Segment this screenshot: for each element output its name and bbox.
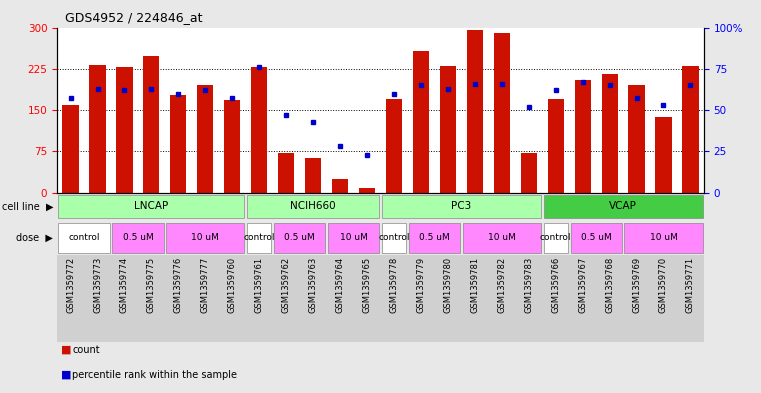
Bar bbox=[247, 195, 379, 218]
Text: GSM1359765: GSM1359765 bbox=[362, 257, 371, 313]
Bar bbox=[683, 66, 699, 193]
Bar bbox=[143, 56, 160, 193]
Bar bbox=[543, 195, 702, 218]
Text: 10 uM: 10 uM bbox=[191, 233, 219, 242]
Text: PC3: PC3 bbox=[451, 201, 472, 211]
Text: GSM1359763: GSM1359763 bbox=[309, 257, 317, 314]
Text: ■: ■ bbox=[61, 345, 72, 354]
Text: 10 uM: 10 uM bbox=[339, 233, 368, 242]
Text: GDS4952 / 224846_at: GDS4952 / 224846_at bbox=[65, 11, 202, 24]
Text: GSM1359781: GSM1359781 bbox=[470, 257, 479, 313]
Text: GSM1359761: GSM1359761 bbox=[255, 257, 264, 313]
Bar bbox=[332, 179, 348, 193]
Bar bbox=[274, 223, 325, 253]
Bar bbox=[113, 223, 164, 253]
Text: GSM1359771: GSM1359771 bbox=[686, 257, 695, 313]
Text: control: control bbox=[244, 233, 275, 242]
Bar bbox=[166, 223, 244, 253]
Bar bbox=[382, 223, 406, 253]
Text: GSM1359780: GSM1359780 bbox=[444, 257, 452, 313]
Text: control: control bbox=[378, 233, 409, 242]
Bar bbox=[463, 223, 541, 253]
Text: LNCAP: LNCAP bbox=[134, 201, 168, 211]
Text: GSM1359782: GSM1359782 bbox=[497, 257, 506, 313]
Bar bbox=[278, 153, 295, 193]
Bar bbox=[170, 95, 186, 193]
Bar bbox=[59, 195, 244, 218]
Bar bbox=[629, 85, 645, 193]
Text: count: count bbox=[72, 345, 100, 354]
Bar bbox=[494, 33, 510, 193]
Bar bbox=[90, 65, 106, 193]
Text: GSM1359767: GSM1359767 bbox=[578, 257, 587, 314]
Text: ■: ■ bbox=[61, 370, 72, 380]
Text: 10 uM: 10 uM bbox=[488, 233, 516, 242]
Text: VCAP: VCAP bbox=[609, 201, 637, 211]
Bar bbox=[359, 188, 375, 193]
Bar bbox=[548, 99, 564, 193]
Text: GSM1359775: GSM1359775 bbox=[147, 257, 156, 313]
Bar bbox=[601, 74, 618, 193]
Bar bbox=[328, 223, 379, 253]
Text: control: control bbox=[68, 233, 100, 242]
Bar bbox=[412, 51, 429, 193]
Text: GSM1359776: GSM1359776 bbox=[174, 257, 183, 314]
Text: GSM1359762: GSM1359762 bbox=[282, 257, 291, 313]
Text: GSM1359777: GSM1359777 bbox=[201, 257, 210, 314]
Text: 0.5 uM: 0.5 uM bbox=[419, 233, 450, 242]
Text: GSM1359768: GSM1359768 bbox=[605, 257, 614, 314]
Text: percentile rank within the sample: percentile rank within the sample bbox=[72, 370, 237, 380]
Bar bbox=[197, 85, 213, 193]
Bar bbox=[62, 105, 78, 193]
Text: GSM1359764: GSM1359764 bbox=[336, 257, 345, 313]
Bar bbox=[655, 117, 672, 193]
Text: GSM1359773: GSM1359773 bbox=[93, 257, 102, 314]
Text: GSM1359766: GSM1359766 bbox=[551, 257, 560, 314]
Bar bbox=[466, 30, 483, 193]
Bar bbox=[440, 66, 456, 193]
Text: cell line  ▶: cell line ▶ bbox=[2, 201, 53, 211]
Text: dose  ▶: dose ▶ bbox=[17, 233, 53, 243]
Bar bbox=[409, 223, 460, 253]
Bar bbox=[59, 223, 110, 253]
Bar bbox=[543, 223, 568, 253]
Bar bbox=[386, 99, 402, 193]
Text: 0.5 uM: 0.5 uM bbox=[123, 233, 153, 242]
Text: GSM1359772: GSM1359772 bbox=[66, 257, 75, 313]
Bar bbox=[251, 67, 267, 193]
Text: control: control bbox=[540, 233, 572, 242]
Text: GSM1359760: GSM1359760 bbox=[228, 257, 237, 313]
Bar bbox=[116, 67, 132, 193]
Bar bbox=[521, 153, 537, 193]
Text: GSM1359783: GSM1359783 bbox=[524, 257, 533, 314]
Bar bbox=[247, 223, 272, 253]
Bar bbox=[382, 195, 541, 218]
Text: GSM1359778: GSM1359778 bbox=[390, 257, 399, 314]
Text: GSM1359779: GSM1359779 bbox=[416, 257, 425, 313]
Text: GSM1359774: GSM1359774 bbox=[120, 257, 129, 313]
Bar bbox=[224, 100, 240, 193]
Bar bbox=[625, 223, 702, 253]
Bar bbox=[305, 158, 321, 193]
Text: NCIH660: NCIH660 bbox=[290, 201, 336, 211]
Text: GSM1359770: GSM1359770 bbox=[659, 257, 668, 313]
Text: GSM1359769: GSM1359769 bbox=[632, 257, 641, 313]
Text: 10 uM: 10 uM bbox=[650, 233, 677, 242]
Text: 0.5 uM: 0.5 uM bbox=[285, 233, 315, 242]
Bar bbox=[571, 223, 622, 253]
Text: 0.5 uM: 0.5 uM bbox=[581, 233, 612, 242]
Bar bbox=[575, 80, 591, 193]
